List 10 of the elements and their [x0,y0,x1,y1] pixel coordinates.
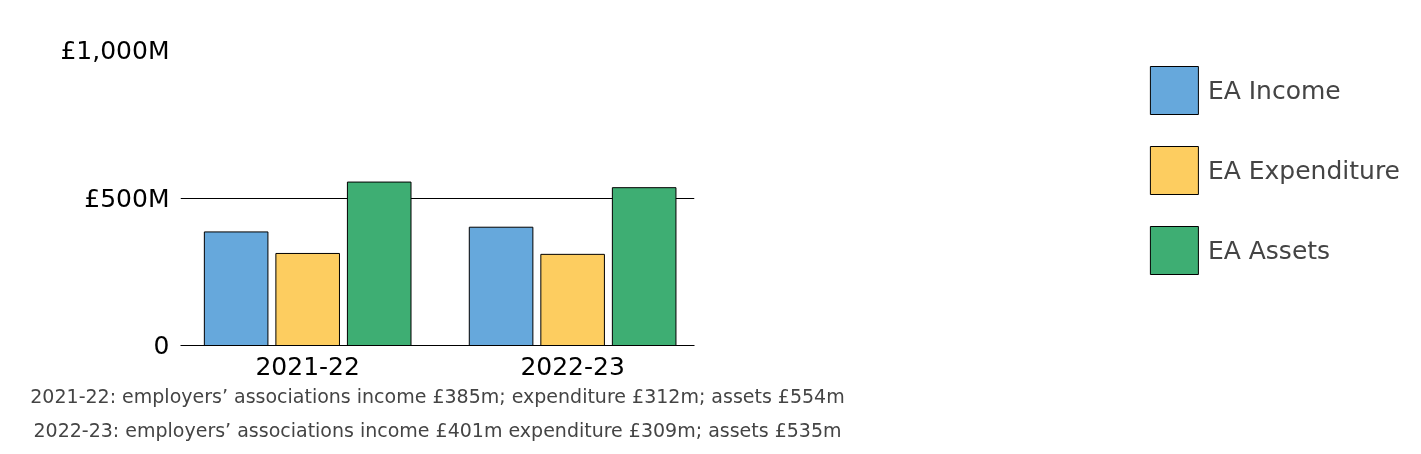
x-tick-label: 2021-22 [255,351,360,381]
y-tick-label: 0 [153,331,170,360]
text: 2021-22: employers’ associations income £385m; expenditure £312m; assets £554m [30,384,845,407]
y-tick-label: £1,000M [60,36,170,65]
y-tick-label: £500M [84,183,170,213]
x-tick-label: 2022-23 [520,351,625,381]
legend-label: EA Income [1207,75,1341,105]
text: 2022-23: employers’ associations income £401m expenditure £309m; assets £535m [33,418,842,441]
legend-label: EA Expenditure [1207,155,1400,185]
legend-label: EA Assets [1207,235,1331,265]
